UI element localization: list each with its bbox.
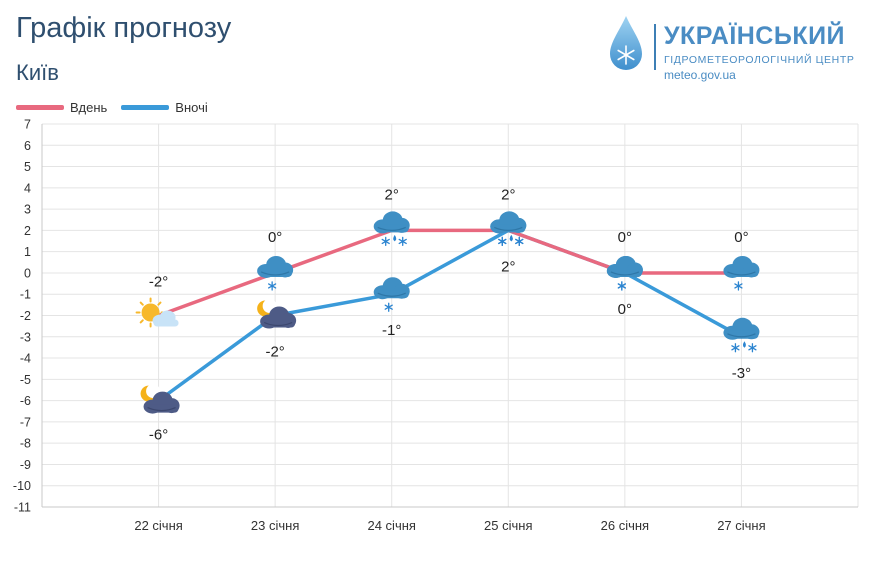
- sun-ray: [157, 301, 162, 306]
- sun-ray: [139, 301, 144, 306]
- series-line-night: [156, 228, 744, 403]
- ukrhydromet-logo[interactable]: УКРАЇНСЬКИЙ ГІДРОМЕТЕОРОЛОГІЧНИЙ ЦЕНТР m…: [606, 14, 856, 82]
- data-label-day: 0°: [734, 229, 748, 246]
- data-label-night: -2°: [265, 344, 284, 361]
- y-tick-label: -4: [20, 352, 31, 366]
- y-tick-label: 2: [24, 224, 31, 238]
- snowflake: [748, 343, 757, 353]
- chart-legend: Вдень Вночі: [16, 98, 222, 116]
- data-label-day: -2°: [149, 274, 168, 291]
- y-tick-label: -7: [20, 415, 31, 429]
- data-label-day: 0°: [268, 229, 282, 246]
- y-tick-label: -11: [14, 501, 31, 515]
- y-tick-label: 4: [24, 181, 31, 195]
- y-tick-label: -1: [20, 288, 31, 302]
- cloud-snow-icon: [723, 255, 760, 291]
- y-tick-label: 6: [24, 139, 31, 153]
- moon-cloud-icon: [257, 299, 297, 329]
- sun-cloud-icon: [135, 297, 179, 328]
- y-tick-label: 0: [24, 266, 31, 280]
- x-tick-label: 24 січня: [367, 518, 415, 533]
- data-label-night: -1°: [382, 322, 401, 339]
- snowflake: [734, 281, 743, 291]
- cloud-snow-icon: [257, 255, 294, 291]
- page-title: Графік прогнозу: [16, 12, 232, 44]
- data-label-day: 0°: [618, 229, 632, 246]
- snowflake: [381, 236, 390, 247]
- x-tick-label: 25 січня: [484, 518, 532, 533]
- snowflake: [515, 236, 524, 247]
- y-tick-label: -5: [20, 373, 31, 387]
- data-label-night: 2°: [501, 258, 515, 275]
- legend-item-day[interactable]: Вдень: [16, 100, 107, 115]
- snowflake: [384, 302, 393, 312]
- snowflake: [731, 343, 740, 353]
- y-tick-label: -8: [20, 437, 31, 451]
- cloud-rain-snow-icon: [490, 211, 527, 247]
- data-label-day: 2°: [385, 186, 399, 203]
- y-tick-label: 3: [24, 203, 31, 217]
- series-line-day: [156, 228, 744, 318]
- legend-label-day: Вдень: [70, 99, 108, 115]
- snowflake: [398, 236, 407, 247]
- sun-ray: [139, 319, 144, 324]
- y-tick-label: -10: [13, 479, 31, 493]
- data-label-night: -6°: [149, 427, 168, 444]
- moon-cloud-icon: [140, 384, 180, 414]
- snowflake: [267, 281, 277, 291]
- legend-label-night: Вночі: [175, 99, 208, 115]
- snowflake: [498, 236, 507, 247]
- y-tick-label: 5: [24, 160, 31, 174]
- water-drop-icon: [610, 16, 642, 70]
- y-tick-label: 1: [24, 245, 31, 259]
- cloud-snow-icon: [373, 277, 410, 312]
- logo-subtitle: ГІДРОМЕТЕОРОЛОГІЧНИЙ ЦЕНТР: [664, 54, 855, 66]
- data-label-night: 0°: [618, 301, 632, 318]
- cloud-rain-snow-icon: [723, 317, 760, 353]
- logo-url[interactable]: meteo.gov.ua: [664, 68, 736, 82]
- data-label-day: 2°: [501, 186, 515, 203]
- y-tick-label: 7: [24, 118, 31, 132]
- y-tick-label: -2: [20, 309, 31, 323]
- data-label-night: -3°: [732, 365, 751, 382]
- rain-drop: [393, 234, 397, 242]
- city-name: Київ: [16, 60, 59, 85]
- logo-name: УКРАЇНСЬКИЙ: [664, 22, 846, 50]
- rain-drop: [509, 234, 513, 242]
- x-tick-label: 23 січня: [251, 518, 299, 533]
- legend-swatch-day: [16, 104, 64, 110]
- x-tick-label: 22 січня: [134, 518, 182, 533]
- y-tick-label: -3: [20, 330, 31, 344]
- legend-item-night[interactable]: Вночі: [121, 99, 208, 115]
- snowflake: [617, 281, 627, 291]
- cloud-snow-icon: [606, 255, 643, 291]
- x-tick-label: 27 січня: [717, 518, 765, 533]
- x-tick-label: 26 січня: [601, 518, 649, 533]
- logo-divider: [654, 24, 656, 70]
- y-tick-label: -6: [20, 394, 31, 408]
- legend-swatch-night: [121, 104, 170, 110]
- y-tick-label: -9: [20, 458, 31, 472]
- rain-drop: [742, 341, 746, 348]
- cloud-rain-snow-icon: [373, 211, 410, 247]
